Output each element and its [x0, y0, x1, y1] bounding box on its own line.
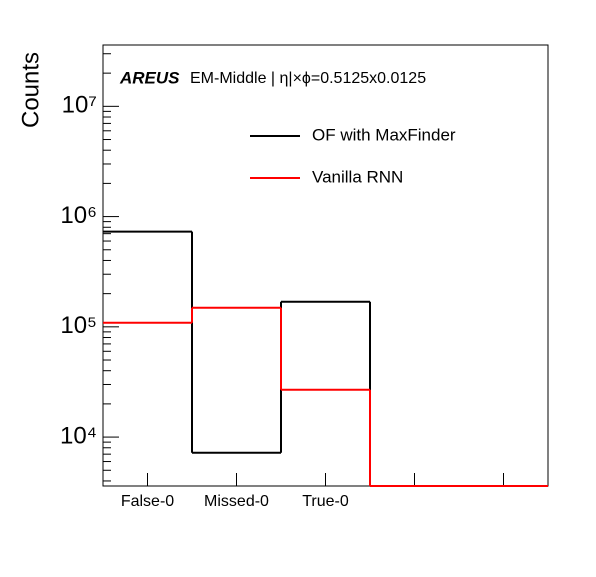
x-tick-label: False-0 [121, 493, 174, 510]
label-bold: AREUS [119, 68, 180, 87]
x-tick-label: Missed-0 [204, 493, 269, 510]
legend-label: Vanilla RNN [312, 167, 403, 186]
y-tick-label: 10⁵ [60, 312, 97, 339]
legend-label: OF with MaxFinder [312, 125, 456, 144]
y-tick-label: 10⁴ [60, 422, 97, 449]
x-tick-label: True-0 [302, 493, 349, 510]
chart-title: EM-Middle | η|×ϕ=0.5125x0.0125 [190, 70, 426, 87]
y-tick-label: 10⁶ [60, 202, 97, 229]
y-axis-label: Counts [17, 52, 44, 128]
step-connector [191, 307, 371, 486]
y-tick-label: 10⁷ [62, 92, 97, 119]
